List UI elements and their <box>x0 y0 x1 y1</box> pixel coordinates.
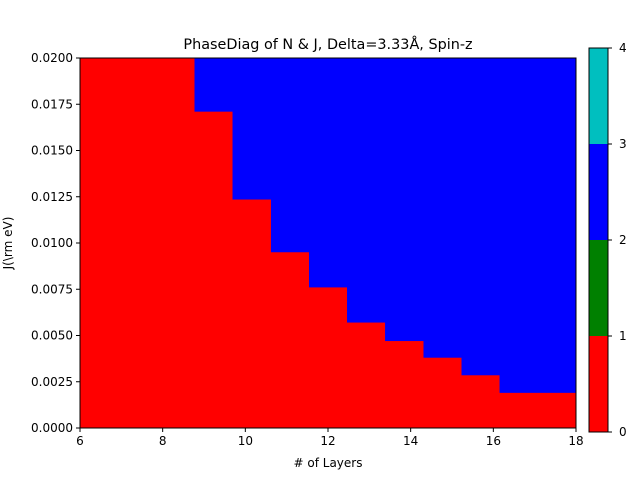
colorbar-segment <box>589 240 608 336</box>
x-tick-label: 18 <box>568 434 583 448</box>
phase-region-cell <box>308 58 348 288</box>
phase-region-cell <box>423 58 463 358</box>
y-tick-label: 0.0200 <box>31 51 73 65</box>
colorbar-tick-label: 0 <box>619 425 627 439</box>
phase-region-cell <box>270 58 310 253</box>
x-tick-label: 14 <box>403 434 418 448</box>
y-axis-label: J(\rm eV) <box>1 217 15 271</box>
phase-region-cell <box>461 58 501 376</box>
x-tick-label: 8 <box>159 434 167 448</box>
y-tick-label: 0.0025 <box>31 375 73 389</box>
colorbar: 0 1 2 3 4 <box>588 41 627 439</box>
colorbar-segment <box>589 144 608 240</box>
phase-region-cell <box>232 58 272 200</box>
colorbar-tick-label: 4 <box>619 41 627 55</box>
x-tick-label: 16 <box>486 434 501 448</box>
x-tick-label: 6 <box>76 434 84 448</box>
phase-region-cell <box>194 58 234 112</box>
y-tick-label: 0.0125 <box>31 190 73 204</box>
y-tick-label: 0.0150 <box>31 144 73 158</box>
x-tick-label: 10 <box>238 434 253 448</box>
plot-area <box>79 57 577 429</box>
phase-region-cell <box>347 58 386 323</box>
colorbar-tick-label: 3 <box>619 137 627 151</box>
phase-region-cell <box>499 58 577 393</box>
y-tick-label: 0.0075 <box>31 282 73 296</box>
x-tick-label: 12 <box>320 434 335 448</box>
colorbar-segment <box>589 336 608 432</box>
colorbar-tick-label: 1 <box>619 329 627 343</box>
colorbar-segment <box>589 48 608 144</box>
colorbar-tick-label: 2 <box>619 233 627 247</box>
phase-region-cell <box>385 58 424 342</box>
y-axis: 0.0000 0.0025 0.0050 0.0075 0.0100 0.0125 0.01… <box>31 51 80 435</box>
y-tick-label: 0.0100 <box>31 236 73 250</box>
chart-title: PhaseDiag of N & J, Delta=3.33Å, Spin-z <box>183 36 472 53</box>
x-axis: 6 8 10 12 14 16 18 <box>76 428 584 448</box>
y-tick-label: 0.0000 <box>31 421 73 435</box>
y-tick-label: 0.0175 <box>31 97 73 111</box>
y-tick-label: 0.0050 <box>31 329 73 343</box>
x-axis-label: # of Layers <box>294 456 363 470</box>
